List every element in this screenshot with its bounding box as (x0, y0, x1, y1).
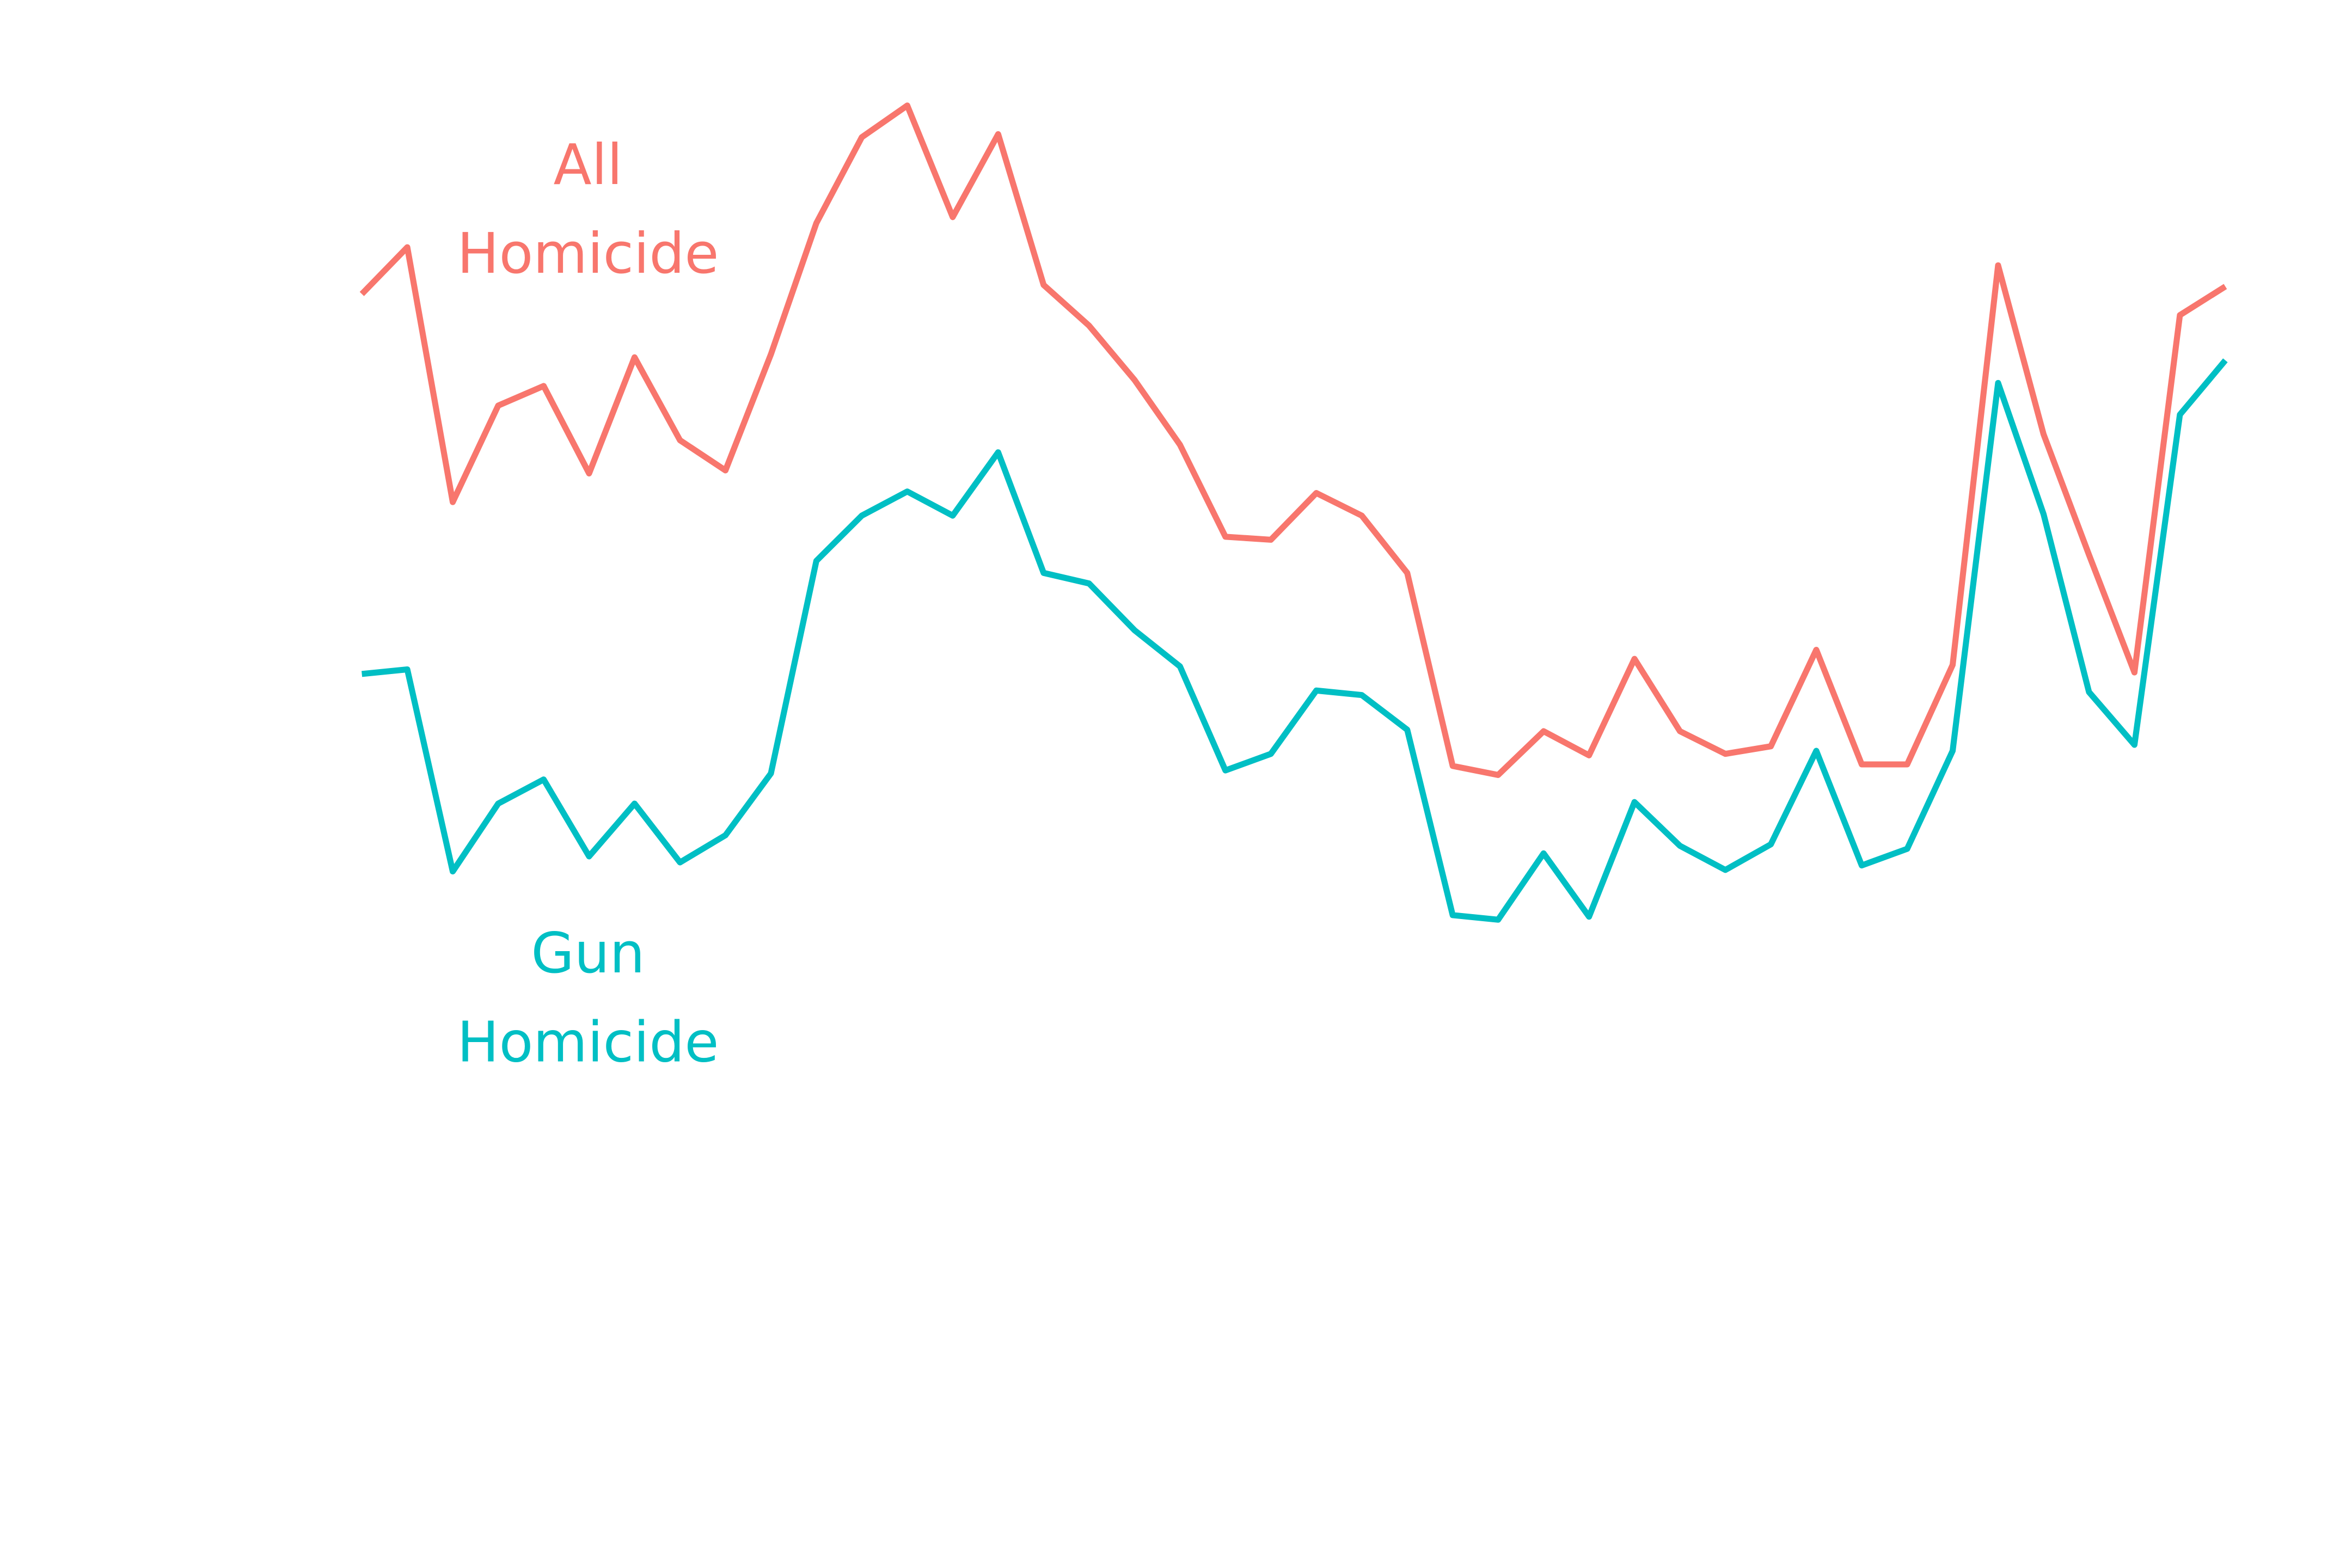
series-label: All Homicide (457, 132, 719, 287)
legend-label: All Homicide (457, 132, 719, 287)
legend-label: Gun Homicide (457, 921, 719, 1075)
series-line (359, 102, 2227, 778)
series-line (362, 358, 2228, 923)
series-label: Gun Homicide (457, 921, 719, 1075)
